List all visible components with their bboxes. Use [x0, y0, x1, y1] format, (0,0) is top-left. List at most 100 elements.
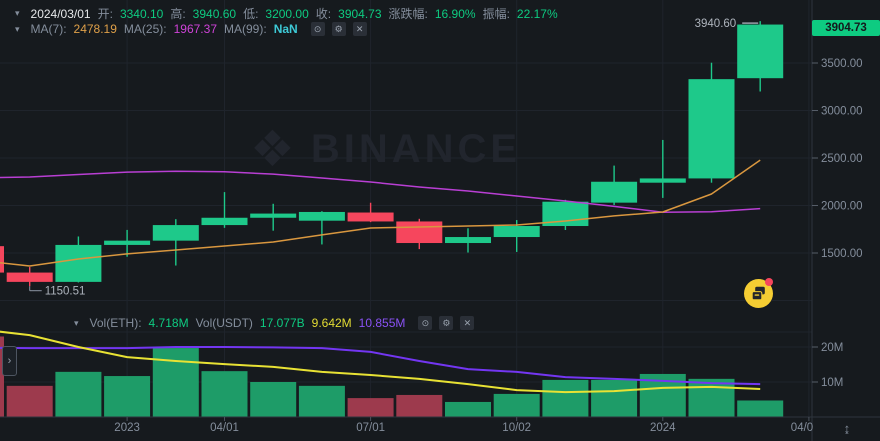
ma7-line [0, 159, 761, 267]
ma-legend-row: ▾ MA(7): 2478.19 MA(25): 1967.37 MA(99):… [15, 22, 367, 36]
axis-scale-icon[interactable]: ↨ [843, 420, 851, 436]
close-value: 3904.73 [338, 6, 382, 21]
volume-bar [201, 371, 248, 417]
price-tick-label: 3500.00 [821, 58, 863, 70]
price-tick-label: 3000.00 [821, 106, 863, 118]
open-value: 3340.10 [119, 6, 164, 21]
low-price-annotation: 1150.51 [45, 286, 86, 298]
time-tick-label: 07/01 [356, 422, 385, 434]
candle [639, 178, 686, 183]
volume-legend-controls: ⊙ ⚙ ✕ [418, 316, 475, 330]
close-icon[interactable]: ✕ [352, 22, 367, 36]
time-tick-label: 2024 [650, 422, 676, 434]
high-price-annotation: 3940.60 [695, 18, 737, 30]
volume-bar [445, 401, 491, 417]
candle [250, 213, 297, 218]
high-value: 3940.60 [192, 6, 237, 21]
candle [493, 226, 540, 238]
candle [6, 272, 53, 282]
candle [445, 237, 491, 244]
vol-usdt-label: Vol(USDT) [195, 316, 253, 330]
candle [104, 240, 151, 245]
volume-bar [542, 379, 589, 417]
vol-ma-long-value: 10.855M [358, 316, 406, 330]
volume-bar [0, 336, 4, 417]
candle [347, 212, 394, 222]
volume-ma-long-line [0, 346, 761, 386]
vol-eth-label: Vol(ETH): [89, 316, 142, 330]
close-label: 收: [315, 7, 332, 21]
candle [152, 225, 199, 241]
volume-legend-row: ▾ Vol(ETH): 4.718M Vol(USDT) 17.077B 9.6… [74, 316, 475, 330]
ohlc-legend-row: ▾ 2024/03/01 开: 3340.10 高: 3940.60 低: 32… [15, 5, 558, 22]
candle [55, 244, 102, 282]
volume-bar [493, 393, 540, 417]
close-icon[interactable]: ✕ [460, 316, 475, 330]
candles-layer [0, 21, 784, 287]
ma7-label: MA(7): [30, 22, 67, 36]
volume-bar [347, 398, 394, 417]
candle [688, 79, 735, 179]
notification-dot [765, 278, 773, 286]
ma-legend-controls: ⊙ ⚙ ✕ [310, 22, 367, 36]
candle [737, 24, 784, 79]
ma25-line [0, 170, 761, 213]
vol-eth-value: 4.718M [148, 316, 189, 330]
axes-labels: 3500.00 3000.00 2500.00 2000.00 1500.00 20M 10… [114, 58, 862, 434]
high-label: 高: [170, 7, 186, 21]
candle [396, 221, 443, 244]
amplitude-value: 22.17% [516, 6, 558, 21]
volume-bar [104, 376, 151, 417]
volume-ma-short-line [0, 330, 761, 394]
chevron-down-icon[interactable]: ▾ [74, 317, 79, 328]
time-tick-label: 04/01 [210, 422, 239, 434]
gear-icon[interactable]: ⚙ [331, 22, 346, 36]
last-price-badge[interactable]: 3904.73 [812, 20, 880, 36]
volume-bar [152, 348, 199, 417]
vol-ma-short-value: 9.642M [311, 316, 352, 330]
volume-bar [737, 400, 784, 417]
time-tick-label: 10/02 [502, 422, 531, 434]
candle [298, 211, 345, 221]
low-label: 低: [243, 7, 259, 21]
volume-bar [591, 379, 638, 417]
candle [201, 217, 248, 226]
legend-date: 2024/03/01 [30, 6, 91, 21]
volume-bar [688, 378, 735, 417]
volume-tick-label: 20M [821, 342, 843, 354]
volume-bar [6, 385, 53, 417]
candle [591, 181, 638, 203]
volume-tick-label: 10M [821, 377, 843, 389]
vol-usdt-value: 17.077B [259, 316, 305, 330]
price-tick-label: 2500.00 [821, 153, 863, 165]
ma99-value: NaN [273, 22, 298, 36]
time-tick-label: 04/0 [791, 422, 813, 434]
open-label: 开: [97, 7, 113, 21]
low-value: 3200.00 [265, 6, 309, 21]
ma7-value: 2478.19 [73, 22, 117, 36]
gear-icon[interactable]: ⚙ [439, 316, 454, 330]
chevron-down-icon[interactable]: ▾ [15, 23, 20, 34]
ma25-label: MA(25): [123, 22, 167, 36]
amplitude-label: 振幅: [482, 7, 510, 21]
volume-bar [55, 371, 102, 417]
eye-icon[interactable]: ⊙ [310, 22, 325, 36]
eye-icon[interactable]: ⊙ [418, 316, 433, 330]
coupon-stack-icon [751, 286, 765, 301]
ma25-value: 1967.37 [173, 22, 217, 36]
price-tick-label: 1500.00 [821, 248, 863, 260]
chevron-down-icon[interactable]: ▾ [15, 8, 20, 18]
change-value: 16.90% [434, 6, 476, 21]
time-tick-label: 2023 [114, 422, 140, 434]
chevron-right-icon: › [7, 355, 12, 367]
volume-bar [298, 385, 345, 417]
ma99-label: MA(99): [224, 22, 267, 36]
candle [0, 246, 4, 273]
rewards-floating-button[interactable] [744, 278, 773, 308]
change-label: 涨跌幅: [388, 7, 428, 21]
price-tick-label: 2000.00 [821, 201, 863, 213]
volume-bar [250, 382, 297, 417]
panel-expand-button[interactable]: › [2, 346, 17, 376]
